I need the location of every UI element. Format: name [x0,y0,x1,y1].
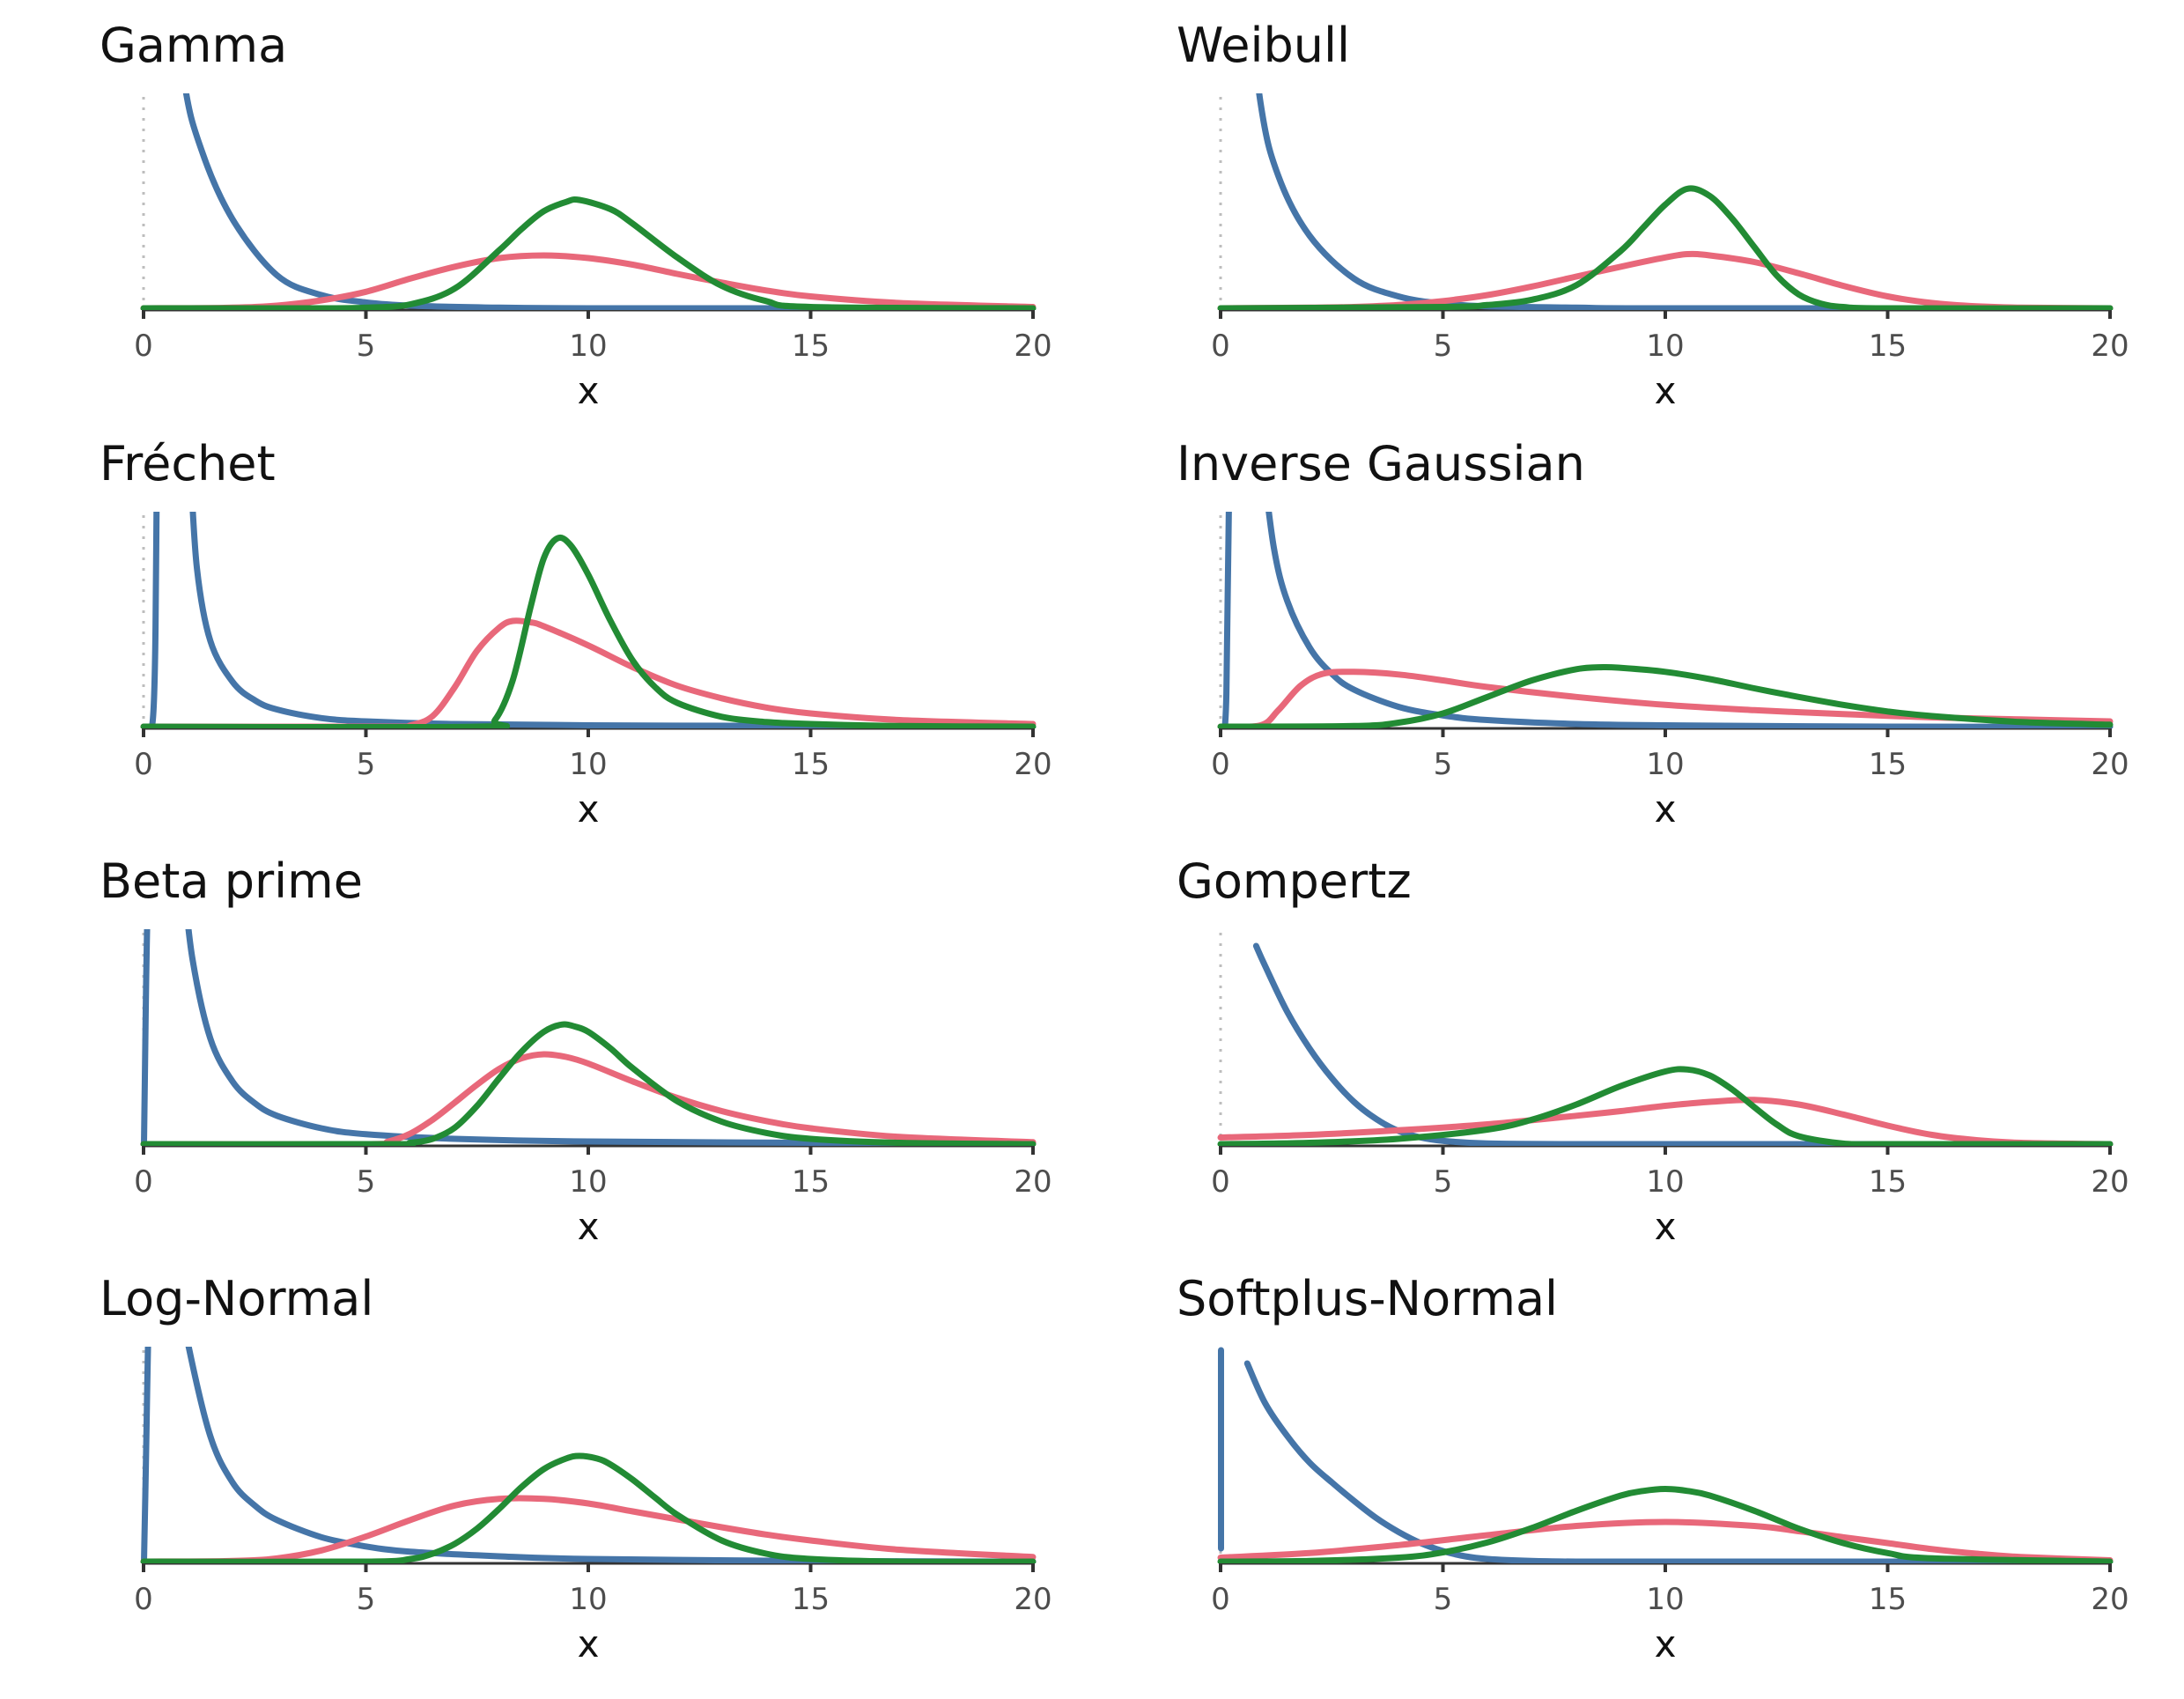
series-line [189,512,1037,728]
curve-group [1217,1347,2114,1563]
x-axis-label: x [1655,1205,1677,1248]
series-line [182,93,1037,310]
x-tick-label: 0 [1211,747,1230,782]
panel-title: Softplus-Normal [1177,1271,1558,1326]
series-line [147,512,160,728]
x-tick-label: 20 [2091,329,2129,364]
x-tick-label: 20 [1014,1164,1051,1200]
chart-panel: Gamma 0 5 10 15 20 x [100,18,1052,412]
x-axis-label: x [578,1205,600,1248]
x-tick-label: 0 [134,329,153,364]
x-tick-label: 0 [1211,329,1230,364]
x-tick-label: 10 [569,747,607,782]
series-line [141,929,151,1146]
curve-group [140,512,1037,728]
curve-group [140,929,1037,1146]
x-tick-label: 5 [357,1164,376,1200]
x-tick-label: 5 [357,329,376,364]
x-tick-label: 15 [792,329,830,364]
curve-group [1217,93,2114,310]
x-tick-label: 20 [1014,747,1051,782]
x-axis-label: x [578,369,600,412]
series-line [1243,1360,2114,1563]
panel-title: Weibull [1177,18,1350,73]
x-tick-label: 15 [1869,747,1907,782]
x-tick-label: 0 [134,747,153,782]
panel-title: Inverse Gaussian [1177,436,1585,491]
x-tick-label: 0 [1211,1582,1230,1617]
series-line [185,1347,1037,1563]
x-tick-label: 15 [1869,1164,1907,1200]
curve-group [140,93,1037,310]
chart-panel: Inverse Gaussian 0 5 10 15 20 x [1177,436,2129,831]
x-tick-label: 10 [1646,1164,1684,1200]
series-line [1265,512,2114,728]
x-tick-label: 15 [792,1164,830,1200]
panel-title: Gamma [100,18,287,73]
series-line [140,1021,1037,1146]
chart-panel: Log-Normal 0 5 10 15 20 x [100,1271,1052,1666]
series-line [140,252,1037,310]
x-axis-label: x [578,1622,600,1666]
panel-title: Beta prime [100,853,363,909]
x-tick-label: 0 [1211,1164,1230,1200]
series-line [140,1495,1037,1563]
chart-panel: Beta prime 0 5 10 15 20 x [100,853,1052,1248]
series-line [185,929,1037,1146]
x-tick-label: 10 [1646,329,1684,364]
x-tick-label: 20 [2091,747,2129,782]
series-line [140,534,1037,728]
series-line [140,1051,1037,1146]
chart-panel: Weibull 0 5 10 15 20 x [1177,18,2129,412]
x-tick-label: 15 [792,747,830,782]
series-line [1221,512,1232,728]
x-tick-label: 0 [134,1164,153,1200]
curve-group [1217,512,2114,728]
x-tick-label: 20 [1014,329,1051,364]
x-tick-label: 5 [1434,1164,1453,1200]
series-line [141,1347,151,1563]
x-tick-label: 20 [2091,1582,2129,1617]
series-line [1256,93,2114,310]
panel-title: Gompertz [1177,853,1412,909]
series-line [1217,1518,2114,1563]
series-line [1252,942,2114,1146]
series-line [1217,1486,2114,1563]
series-line [1217,185,2114,310]
x-tick-label: 10 [569,329,607,364]
x-axis-label: x [578,787,600,831]
x-tick-label: 5 [1434,747,1453,782]
x-tick-label: 20 [1014,1582,1051,1617]
x-tick-label: 0 [134,1582,153,1617]
x-axis-label: x [1655,1622,1677,1666]
x-tick-label: 15 [1869,1582,1907,1617]
chart-panel: Gompertz 0 5 10 15 20 x [1177,853,2129,1248]
x-axis-label: x [1655,787,1677,831]
series-line [1217,1097,2114,1146]
x-axis-label: x [1655,369,1677,412]
panel-title: Log-Normal [100,1271,373,1326]
x-tick-label: 10 [569,1582,607,1617]
x-tick-label: 10 [1646,747,1684,782]
series-line [1217,1066,2114,1146]
x-tick-label: 15 [1869,329,1907,364]
chart-panel: Fréchet 0 5 10 15 20 x [100,436,1052,831]
x-tick-label: 10 [1646,1582,1684,1617]
x-tick-label: 5 [1434,329,1453,364]
x-tick-label: 20 [2091,1164,2129,1200]
series-line [1217,663,2114,728]
chart-panel: Softplus-Normal 0 5 10 15 20 x [1177,1271,2129,1666]
series-line [140,1452,1037,1563]
x-tick-label: 5 [1434,1582,1453,1617]
curve-group [1217,942,2114,1146]
curve-group [140,1347,1037,1563]
x-tick-label: 15 [792,1582,830,1617]
x-tick-label: 5 [357,747,376,782]
x-tick-label: 5 [357,1582,376,1617]
x-tick-label: 10 [569,1164,607,1200]
panel-title: Fréchet [100,436,276,491]
series-line [140,196,1037,310]
